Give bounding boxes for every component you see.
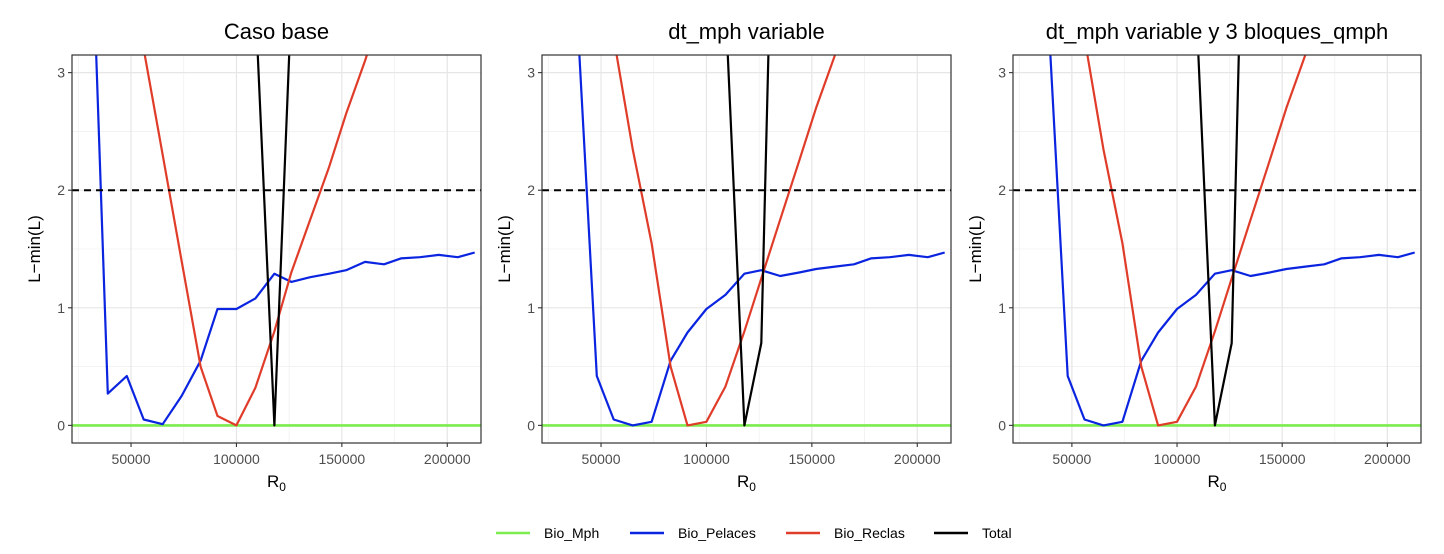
panel-border (71, 54, 482, 444)
x-tick-label: 200000 (424, 451, 471, 467)
legend-label: Total (982, 525, 1012, 541)
x-tick-label: 50000 (582, 451, 621, 467)
series-line-bio-reclas (615, 55, 837, 427)
series-line-bio-reclas (143, 55, 369, 427)
panel-title: dt_mph variable y 3 bloques_qmph (1046, 19, 1388, 44)
x-tick-label: 200000 (1364, 451, 1411, 467)
series-line-bio-pelaces (95, 55, 475, 426)
series-line-total (726, 55, 770, 427)
panel-title: Caso base (224, 19, 329, 44)
y-axis-label: L−min(L) (966, 215, 985, 283)
x-tick-label: 150000 (788, 451, 835, 467)
x-tick-label: 100000 (213, 451, 260, 467)
series-line-bio-pelaces (578, 55, 945, 427)
series-line-total (256, 55, 291, 427)
x-axis-label: R0 (1208, 472, 1227, 494)
legend-item-bio-mph: Bio_Mph (496, 525, 599, 541)
y-tick-label: 0 (527, 417, 535, 433)
legend-item-bio-reclas: Bio_Reclas (786, 525, 905, 541)
series-line-total (1197, 55, 1240, 427)
y-tick-label: 2 (57, 182, 65, 198)
panel-title: dt_mph variable (668, 19, 825, 44)
legend-item-bio-pelaces: Bio_Pelaces (630, 525, 756, 541)
y-axis-label: L−min(L) (495, 215, 514, 283)
legend-label: Bio_Pelaces (678, 525, 756, 541)
y-tick-label: 3 (527, 65, 535, 81)
x-tick-label: 50000 (1052, 451, 1091, 467)
panel-1: 50000 100000 150000 200000 0 1 2 3 Caso base R0 L−… (25, 19, 482, 494)
y-axis-label: L−min(L) (25, 215, 44, 283)
panel-border (541, 54, 952, 444)
x-tick-label: 150000 (1259, 451, 1306, 467)
x-tick-label: 150000 (318, 451, 365, 467)
y-tick-label: 3 (998, 65, 1006, 81)
y-tick-label: 0 (998, 417, 1006, 433)
x-axis-label: R0 (737, 472, 756, 494)
x-tick-label: 100000 (683, 451, 730, 467)
panel-3: 50000 100000 150000 200000 0 1 2 3 dt_mph variab… (966, 19, 1422, 494)
y-tick-label: 1 (998, 300, 1006, 316)
legend-label: Bio_Mph (544, 525, 599, 541)
y-tick-label: 2 (527, 182, 535, 198)
y-tick-label: 1 (527, 300, 535, 316)
x-axis-label: R0 (267, 472, 286, 494)
legend-item-total: Total (934, 525, 1012, 541)
x-tick-label: 100000 (1154, 451, 1201, 467)
series-group (1013, 55, 1421, 427)
panel-2: 50000 100000 150000 200000 0 1 2 3 dt_mph variab… (495, 19, 952, 494)
panel-border (1012, 54, 1422, 444)
y-tick-label: 2 (998, 182, 1006, 198)
legend: Bio_Mph Bio_Pelaces Bio_Reclas Total (496, 525, 1012, 541)
series-line-bio-pelaces (1049, 55, 1415, 427)
y-tick-label: 0 (57, 417, 65, 433)
x-tick-label: 200000 (894, 451, 941, 467)
y-tick-label: 1 (57, 300, 65, 316)
y-tick-label: 3 (57, 65, 65, 81)
series-group (72, 55, 481, 427)
legend-label: Bio_Reclas (834, 525, 905, 541)
series-group (542, 55, 951, 427)
series-line-bio-reclas (1086, 55, 1307, 427)
x-tick-label: 50000 (112, 451, 151, 467)
